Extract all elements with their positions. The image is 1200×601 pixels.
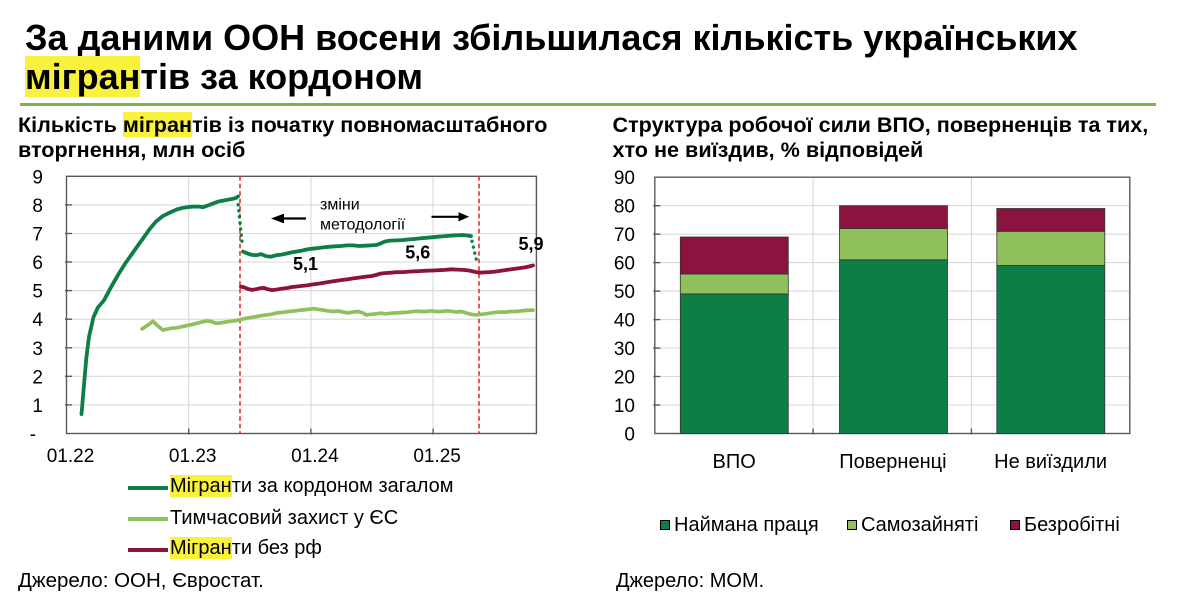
svg-text:70: 70 [614, 225, 635, 246]
svg-text:зміни: зміни [320, 197, 360, 214]
svg-text:7: 7 [32, 225, 43, 246]
svg-text:5,1: 5,1 [293, 254, 318, 274]
svg-text:90: 90 [614, 168, 635, 189]
svg-text:50: 50 [614, 282, 635, 303]
svg-text:01.25: 01.25 [413, 446, 461, 467]
svg-text:1: 1 [32, 396, 43, 417]
svg-text:-: - [30, 425, 36, 446]
svg-text:Поверненці: Поверненці [839, 451, 946, 473]
svg-text:10: 10 [614, 396, 635, 417]
svg-text:ВПО: ВПО [713, 451, 756, 473]
svg-text:3: 3 [32, 339, 43, 360]
svg-text:методології: методології [320, 217, 406, 234]
svg-text:4: 4 [32, 310, 43, 331]
svg-text:01.22: 01.22 [47, 446, 95, 467]
svg-text:01.24: 01.24 [291, 446, 339, 467]
svg-text:5,9: 5,9 [518, 234, 543, 254]
svg-text:9: 9 [32, 167, 43, 188]
svg-text:5: 5 [32, 282, 43, 303]
svg-text:01.23: 01.23 [169, 446, 217, 467]
svg-text:8: 8 [32, 196, 43, 217]
svg-text:2: 2 [32, 367, 43, 388]
svg-text:40: 40 [614, 311, 635, 332]
svg-text:0: 0 [624, 425, 635, 446]
svg-text:Не виїздили: Не виїздили [994, 451, 1107, 473]
svg-text:60: 60 [614, 254, 635, 275]
svg-text:5,6: 5,6 [405, 243, 430, 263]
svg-text:30: 30 [614, 339, 635, 360]
svg-text:20: 20 [614, 368, 635, 389]
svg-text:80: 80 [614, 197, 635, 218]
svg-text:6: 6 [32, 253, 43, 274]
